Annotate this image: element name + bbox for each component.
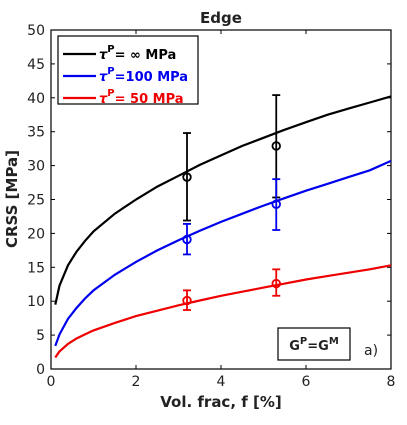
panel-label: a) <box>364 343 378 359</box>
data-point <box>271 141 281 151</box>
annotation-box: GP=GM <box>277 327 351 361</box>
legend-entry-0: τP= ∞ MPa <box>63 44 176 63</box>
data-point <box>182 295 192 306</box>
series-2 <box>54 264 392 359</box>
y-tick-label: 5 <box>36 328 45 344</box>
x-tick-label: 2 <box>132 374 141 390</box>
y-tick-label: 45 <box>27 57 45 73</box>
y-tick-label: 30 <box>27 159 45 175</box>
legend: τP= ∞ MPa τP=100 MPa τP= 50 MPa <box>57 35 199 107</box>
series-line <box>54 159 392 347</box>
x-axis-label: Vol. frac, f [%] <box>160 393 282 411</box>
data-point <box>271 278 281 289</box>
y-tick-label: 35 <box>27 125 45 141</box>
x-tick-label: 6 <box>302 374 311 390</box>
data-point <box>271 199 281 209</box>
x-tick-label: 8 <box>387 374 396 390</box>
series-1 <box>54 159 392 347</box>
chart-title: Edge <box>200 9 242 27</box>
legend-box <box>57 35 199 105</box>
plot-area: 0 2 4 6 8 0 5 10 15 20 25 30 35 40 45 50 <box>27 23 395 390</box>
y-tick-label: 0 <box>36 362 45 378</box>
legend-label: τP= ∞ MPa <box>99 44 176 63</box>
legend-entry-2: τP= 50 MPa <box>63 88 184 107</box>
legend-label: τP=100 MPa <box>99 66 188 85</box>
x-tick-label: 0 <box>47 374 56 390</box>
y-axis-label: CRSS [MPa] <box>3 150 21 248</box>
data-point <box>182 234 192 245</box>
series-line <box>54 95 392 305</box>
y-tick-label: 15 <box>27 260 45 276</box>
y-tick-label: 40 <box>27 91 45 107</box>
data-point <box>182 172 192 182</box>
legend-label: τP= 50 MPa <box>99 88 184 107</box>
annotation-text: GP=GM <box>289 336 339 354</box>
legend-entry-1: τP=100 MPa <box>63 66 188 85</box>
y-tick-label: 25 <box>27 193 45 209</box>
y-tick-label: 10 <box>27 294 45 310</box>
y-tick-label: 50 <box>27 23 45 39</box>
x-tick-label: 4 <box>217 374 226 390</box>
y-tick-label: 20 <box>27 226 45 242</box>
